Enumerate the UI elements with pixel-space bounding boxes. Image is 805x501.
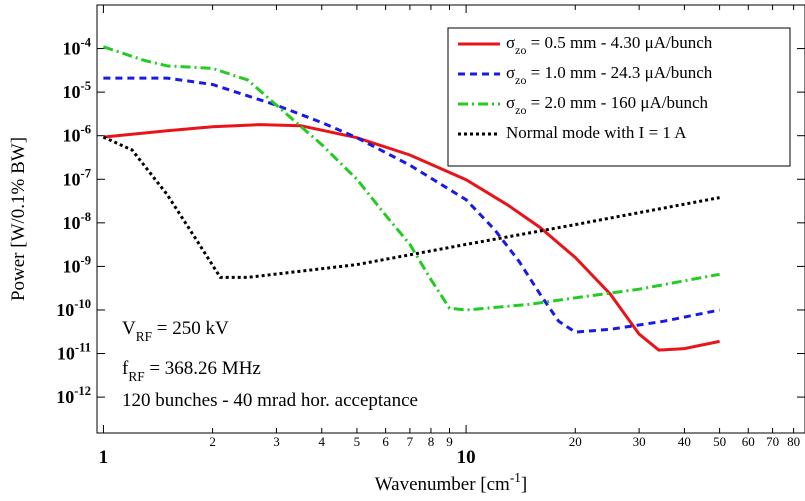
annotation: VRF = 250 kV [122, 318, 229, 343]
x-tick-label: 20 [569, 434, 582, 449]
plot-frame [96, 4, 805, 434]
x-tick-label: 60 [742, 434, 755, 449]
x-tick-label: 50 [713, 434, 726, 449]
x-tick-label: 2 [209, 434, 216, 449]
y-tick-label: 10-8 [63, 210, 92, 233]
data-line [102, 135, 720, 279]
x-tick-label: 70 [766, 434, 779, 449]
x-tick-label: 40 [678, 434, 691, 449]
x-tick-label: 9 [446, 434, 453, 449]
y-tick-label: 10-9 [63, 253, 92, 276]
x-tick-label: 80 [787, 434, 800, 449]
y-tick-label: 10-12 [56, 384, 91, 407]
x-tick-label: 3 [273, 434, 280, 449]
x-tick-label: 8 [428, 434, 435, 449]
annotation: fRF = 368.26 MHz [122, 358, 261, 383]
x-tick-label: 5 [354, 434, 361, 449]
x-tick-label: 1 [99, 447, 109, 468]
legend-label: Normal mode with I = 1 A [506, 123, 687, 142]
x-tick-label: 10 [457, 447, 476, 468]
y-tick-label: 10-11 [57, 340, 91, 363]
data-line [103, 123, 720, 352]
x-axis-label: Wavenumber [cm-1] [375, 470, 528, 496]
legend-label: σzo = 0.5 mm - 4.30 μA/bunch [506, 33, 713, 57]
y-axis-label: Power [W/0.1% BW] [8, 137, 29, 301]
data-line [103, 76, 720, 334]
legend-box [447, 27, 791, 167]
y-tick-label: 10-7 [63, 166, 92, 189]
annotation: 120 bunches - 40 mrad hor. acceptance [122, 390, 418, 411]
y-tick-label: 10-4 [63, 35, 92, 58]
y-tick-label: 10-10 [56, 297, 91, 320]
x-tick-label: 30 [633, 434, 646, 449]
legend-label: σzo = 2.0 mm - 160 μA/bunch [506, 93, 709, 117]
legend-label: σzo = 1.0 mm - 24.3 μA/bunch [506, 63, 713, 87]
x-tick-label: 4 [319, 434, 326, 449]
y-tick-label: 10-5 [63, 79, 92, 102]
x-tick-label: 6 [382, 434, 389, 449]
data-line [102, 45, 720, 312]
y-tick-label: 10-6 [63, 123, 92, 146]
x-tick-label: 7 [407, 434, 414, 449]
